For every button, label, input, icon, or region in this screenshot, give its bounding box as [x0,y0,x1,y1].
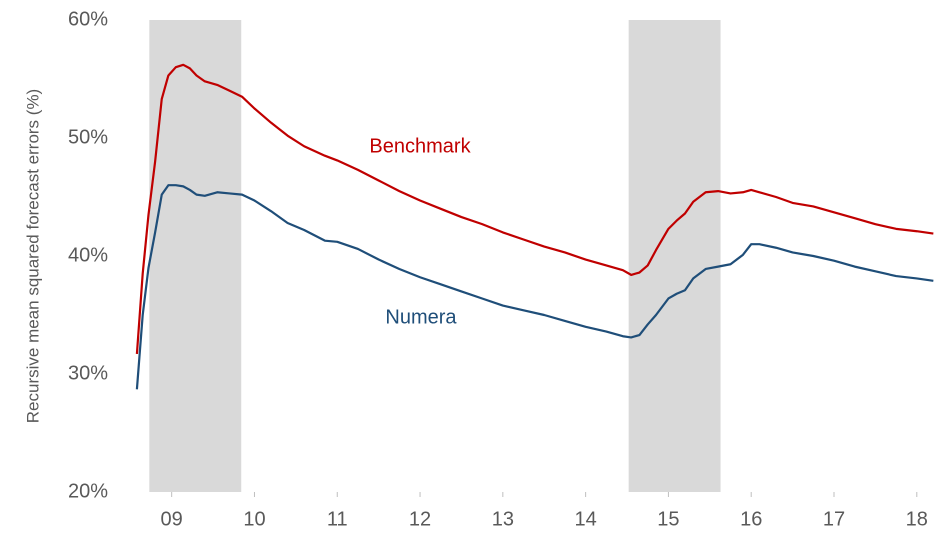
series-line [135,63,934,355]
x-tick-label: 17 [823,508,845,530]
y-axis-label: Recursive mean squared forecast errors (… [23,89,42,423]
x-tick-label: 15 [657,508,679,530]
series-label: Benchmark [369,135,471,157]
shaded-region [149,20,242,492]
y-tick-label: 30% [68,362,108,384]
series-line [135,184,934,390]
shaded-region [628,20,721,492]
x-tick-label: 09 [161,508,183,530]
series-label: Numera [385,306,457,328]
y-tick-label: 50% [68,126,108,148]
y-tick-label: 20% [68,480,108,502]
x-tick-label: 18 [906,508,928,530]
x-tick-label: 11 [327,508,348,530]
x-tick-label: 14 [575,508,597,530]
y-tick-label: 60% [68,8,108,30]
x-tick-label: 13 [492,508,514,530]
x-tick-label: 10 [243,508,265,530]
x-tick-label: 16 [740,508,762,530]
y-tick-label: 40% [68,244,108,266]
x-tick-label: 12 [409,508,431,530]
